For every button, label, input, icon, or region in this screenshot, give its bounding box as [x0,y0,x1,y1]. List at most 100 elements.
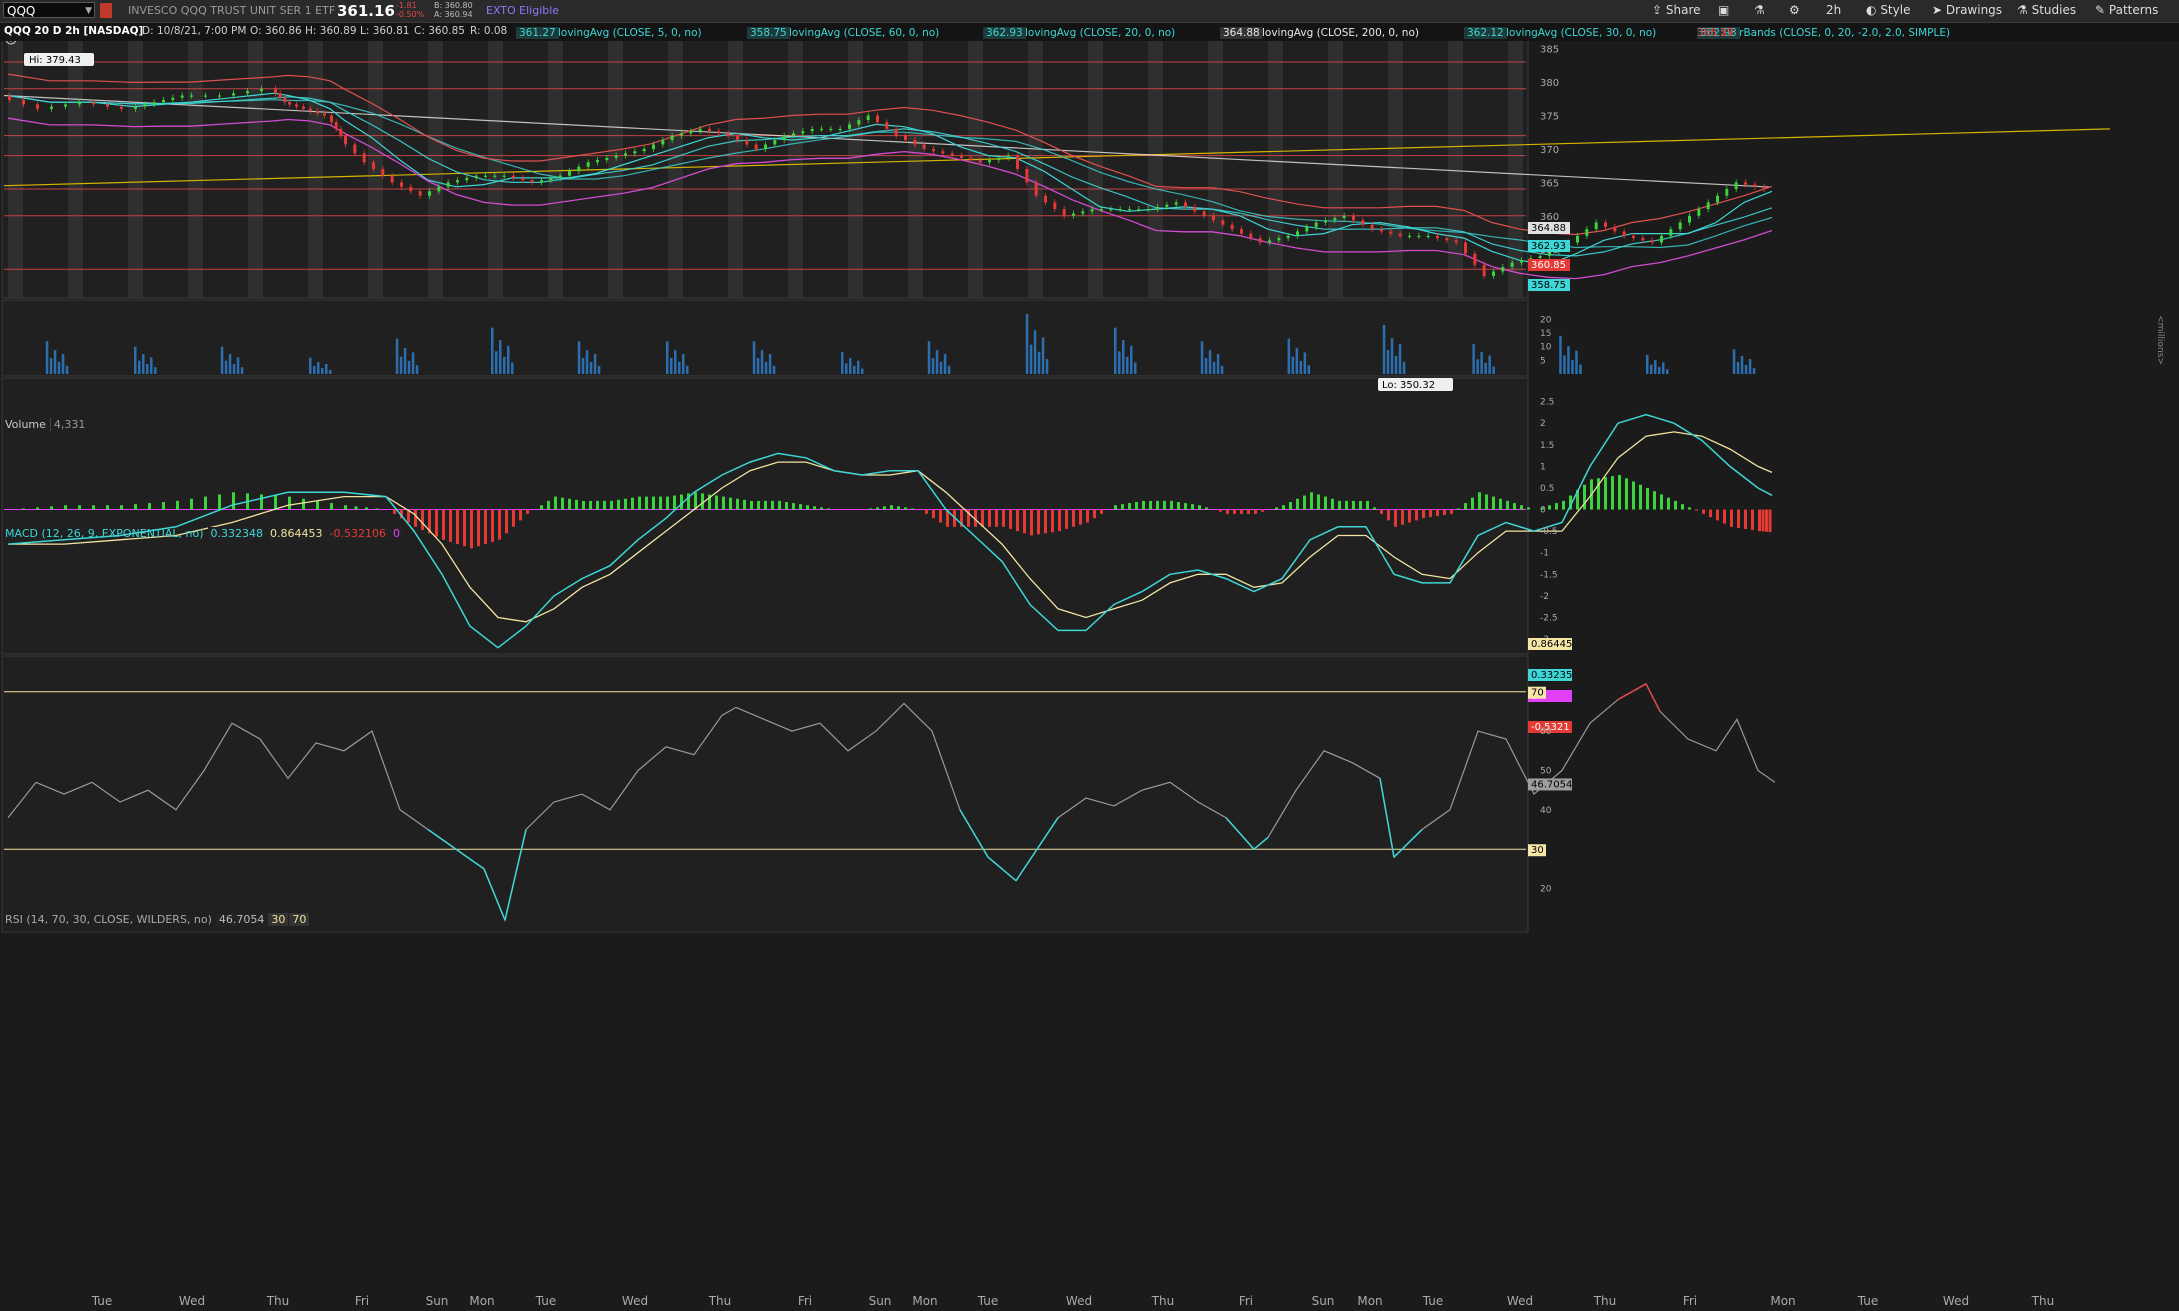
macd-histogram-bar [1478,492,1481,510]
candle-body [1277,238,1281,241]
volume-bar [943,354,947,374]
gear-icon[interactable]: ⚙ [1789,3,1800,17]
macd-histogram-bar [1646,487,1649,510]
candle-body [316,111,319,114]
volume-bar [849,358,852,374]
macd-histogram-bar [470,509,473,549]
candle-body [1426,235,1430,238]
macd-histogram-bar [1751,509,1754,531]
macd-histogram-bar [827,508,830,510]
macd-histogram-bar [288,496,291,510]
share-button[interactable]: ⇪ Share [1652,3,1701,17]
candle-body [1762,186,1766,190]
rsi-oversold-segment [427,828,457,850]
macd-histogram-bar [1121,504,1124,510]
x-axis-tick: Fri [1683,1294,1697,1308]
macd-histogram-bar [1128,503,1131,510]
sma-fast-line [7,92,1773,266]
macd-histogram-bar [939,509,942,523]
candle-body [1734,182,1738,190]
macd-header: MACD (12, 26, 9, EXPONENTIAL, no) 0.33234… [2,527,404,540]
candle-body [540,180,543,183]
price-badge [1528,240,1570,252]
volume-bar [686,365,689,374]
candle-body [64,104,67,107]
drawings-button[interactable]: ➤ Drawings [1932,3,2003,17]
volume-bar [1122,340,1125,374]
volume-bar [224,360,228,374]
panel-rsi [1,655,1529,933]
candle-body [437,186,441,192]
macd-histogram-bar [1765,509,1768,532]
timeframe-selector[interactable]: 2h [1826,3,1842,17]
macd-histogram-bar [1051,509,1054,533]
candle-body [1081,211,1085,214]
flask-icon[interactable]: ⚗ [1754,3,1765,17]
macd-histogram-bar [1716,509,1719,521]
trend-line [3,128,2111,187]
session-band [668,30,683,298]
candle-body [1697,209,1701,216]
macd-histogram-bar [1072,509,1075,527]
candle-body [857,119,861,125]
volume-bar [1382,324,1386,374]
candle-body [120,106,123,109]
macd-histogram-bar [925,509,928,514]
macd-histogram-bar [540,505,543,510]
flag-icon[interactable] [100,3,112,18]
volume-bar [1563,355,1566,374]
volume-bar [1029,344,1033,374]
volume-bar [313,365,316,374]
macd-histogram-bar [1464,503,1467,510]
volume-axis-tick: 5 [1540,356,1546,366]
macd-histogram-bar [1387,509,1390,521]
macd-histogram-bar [582,500,585,510]
macd-histogram-bar [22,508,25,510]
candle-body [1053,202,1057,210]
volume-bar [1732,349,1736,374]
x-axis-tick: Mon [912,1294,937,1308]
candle-body [92,102,95,105]
rsi-oversold-segment [483,868,506,921]
candle-body [1361,220,1365,225]
candle-body [1716,195,1719,203]
patterns-button[interactable]: ✎ Patterns [2095,3,2159,17]
candle-body [1090,209,1094,212]
symbol-selector[interactable]: QQQ ▼ [3,2,95,18]
macd-histogram-bar [1618,475,1621,510]
macd-histogram-bar [1226,509,1229,514]
macd-histogram-bar [344,505,347,510]
candle-body [1548,251,1551,256]
volume-bar [1134,362,1137,374]
volume-bar [947,365,951,374]
candle-body [232,93,235,96]
volume-bar [1307,365,1311,374]
rsi-badge [1528,686,1546,699]
candle-body [558,175,562,178]
macd-histogram-bar [1002,509,1005,527]
candle-body [274,88,277,94]
x-axis-tick: Tue [91,1294,113,1308]
candle-body [344,135,347,145]
candle-body [143,104,147,107]
studies-button[interactable]: ⚗ Studies [2017,3,2077,17]
macd-histogram-bar [442,509,445,540]
candle-body [1193,206,1197,212]
volume-bar [142,354,145,374]
candle-body [204,95,207,97]
style-button[interactable]: ◐ Style [1866,3,1911,17]
macd-histogram-bar [722,496,725,510]
macd-histogram-bar [988,509,991,527]
macd-histogram-bar [232,492,235,510]
candle-body [932,148,935,152]
candle-body [1296,231,1299,236]
bar-date: D: 10/8/21, 7:00 PM [142,25,247,37]
candle-body [922,144,926,149]
macd-histogram-bar [1296,498,1299,510]
volume-bar [1208,350,1212,374]
volume-bar [585,350,589,374]
screenshot-icon[interactable]: ▣ [1718,3,1730,17]
macd-histogram-bar [36,507,39,510]
macd-avg-line [8,431,1773,623]
